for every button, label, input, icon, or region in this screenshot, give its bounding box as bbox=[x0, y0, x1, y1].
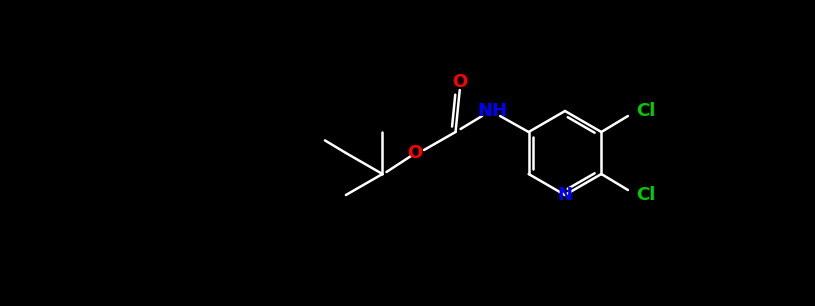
Text: Cl: Cl bbox=[637, 186, 655, 204]
Text: O: O bbox=[452, 73, 467, 91]
Text: N: N bbox=[557, 186, 572, 204]
Text: NH: NH bbox=[477, 102, 507, 120]
Text: Cl: Cl bbox=[637, 102, 655, 120]
Text: O: O bbox=[408, 144, 423, 162]
